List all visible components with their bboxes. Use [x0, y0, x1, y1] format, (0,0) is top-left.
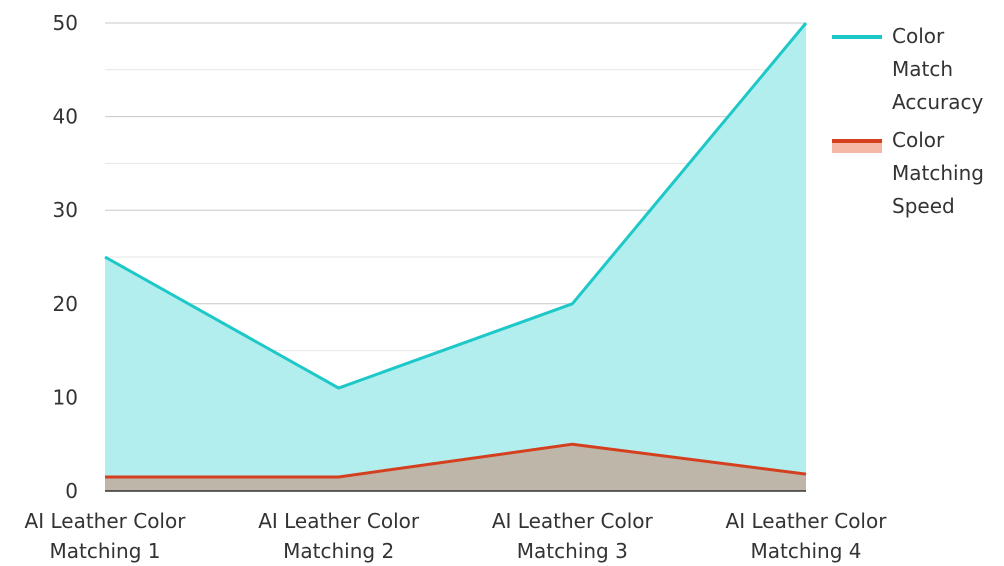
x-tick-label: AI Leather Color	[726, 509, 888, 533]
y-tick-label: 50	[53, 11, 78, 35]
y-tick-label: 40	[53, 105, 78, 129]
y-tick-label: 20	[53, 292, 78, 316]
legend-label: Color	[892, 128, 945, 152]
area-fills	[105, 23, 806, 491]
y-tick-label: 10	[53, 385, 78, 409]
legend-label: Speed	[892, 194, 955, 218]
legend-label: Matching	[892, 161, 984, 185]
x-tick-label: AI Leather Color	[258, 509, 420, 533]
area-color-match-accuracy	[105, 23, 806, 491]
y-axis-ticks: 0 10 20 30 40 50	[53, 11, 78, 503]
legend-label: Accuracy	[892, 90, 983, 114]
x-tick-label: Matching 2	[283, 539, 394, 563]
legend-swatch-fill	[832, 141, 882, 153]
x-axis-ticks: AI Leather Color Matching 1 AI Leather Col…	[25, 509, 888, 563]
legend-label: Color	[892, 24, 945, 48]
line-color-match-accuracy	[104, 22, 808, 390]
x-tick-label: Matching 3	[517, 539, 628, 563]
legend: Color Match Accuracy Color Matching Speed	[832, 24, 984, 218]
y-tick-label: 0	[65, 479, 78, 503]
x-tick-label: AI Leather Color	[492, 509, 654, 533]
legend-label: Match	[892, 57, 953, 81]
series-lines	[104, 22, 808, 479]
x-tick-label: Matching 1	[49, 539, 160, 563]
y-tick-label: 30	[53, 198, 78, 222]
line-color-matching-speed	[105, 442, 807, 479]
x-tick-label: Matching 4	[750, 539, 861, 563]
area-color-matching-speed	[105, 444, 806, 491]
x-tick-label: AI Leather Color	[25, 509, 187, 533]
